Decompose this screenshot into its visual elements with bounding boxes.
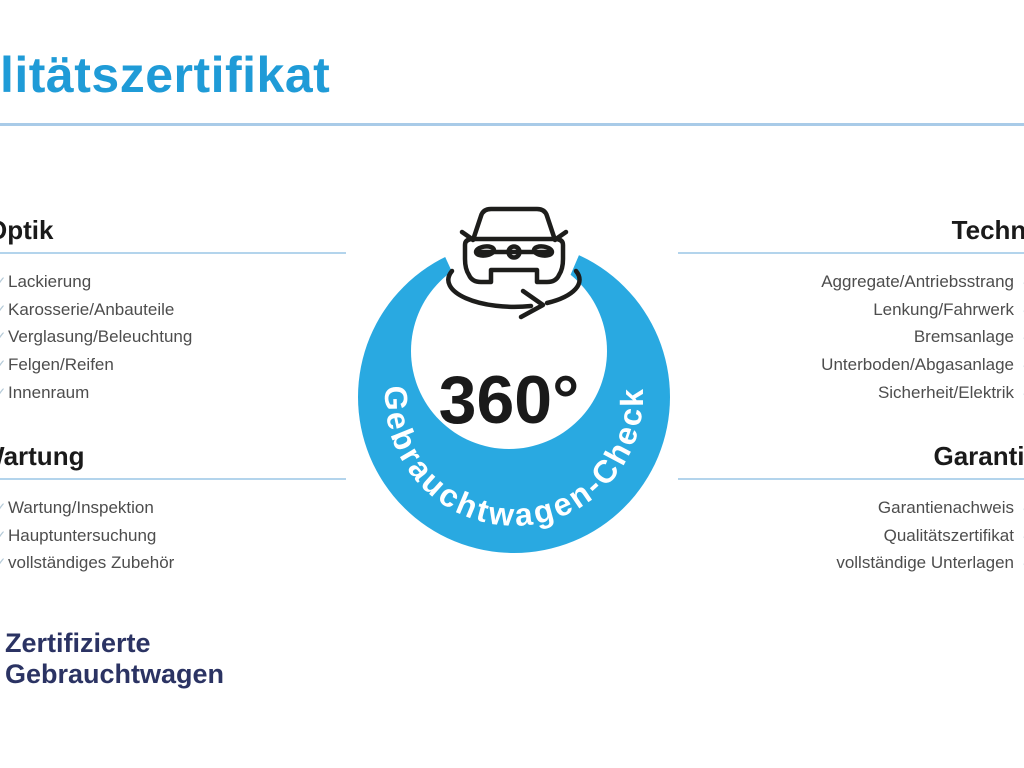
checklist-item-label: Lenkung/Fahrwerk	[873, 299, 1014, 319]
check-icon: ✓	[0, 384, 7, 402]
checklist-item-label: Garantienachweis	[877, 498, 1014, 517]
checklist-item-label: vollständige Unterlagen	[836, 553, 1014, 573]
check-icon: ✓	[1021, 352, 1024, 380]
check-icon: ✓	[0, 527, 7, 545]
brand-claim-line2: Gebrauchtwagen	[5, 659, 225, 689]
checklist-garantie: ✓ Garantienachweis ✓ Qualitätszertifikat ✓ vo…	[678, 494, 1024, 577]
checklist-item: ✓ vollständige Unterlagen	[686, 549, 1024, 577]
checklist-item-label: Bremsanlage	[913, 327, 1014, 347]
brand-claim-line1: Zertifizierte	[5, 628, 151, 658]
checklist-item-label: Hauptuntersuchung	[8, 525, 157, 545]
checklist-technik: ✓ Aggregate/Antriebsstrang ✓ Lenkung/Fahrwe…	[678, 268, 1024, 407]
checklist-item-label: Karosserie/Anbauteile	[8, 299, 175, 319]
checklist-item: ✓ Karosserie/Anbauteile	[0, 296, 336, 324]
check-icon: ✓	[1021, 324, 1024, 352]
checklist-item-label: Unterboden/Abgasanlage	[821, 355, 1014, 375]
checklist-wartung: ✓ Wartung/Inspektion ✓ Hauptuntersuchung ✓ vo…	[0, 494, 346, 577]
checklist-item-label: Qualitätszertifikat	[883, 525, 1014, 545]
checklist-item-label: Aggregate/Antriebsstrang	[821, 272, 1014, 291]
checklist-item: ✓ Qualitätszertifikat	[686, 522, 1024, 550]
check-icon: ✓	[0, 301, 7, 319]
page-title: litätszertifikat	[0, 47, 331, 103]
rotation-arrow-icon	[446, 268, 582, 320]
checklist-item: ✓ Aggregate/Antriebsstrang	[686, 268, 1024, 296]
check-icon: ✓	[1021, 297, 1024, 325]
checklist-item: ✓ Lenkung/Fahrwerk	[686, 296, 1024, 324]
checklist-item: ✓ Bremsanlage	[686, 323, 1024, 351]
car-front-icon	[459, 206, 569, 285]
section-divider	[678, 252, 1024, 254]
section-divider	[0, 478, 346, 480]
checklist-item-label: Verglasung/Beleuchtung	[8, 327, 193, 347]
check-icon: ✓	[0, 329, 7, 347]
checklist-item-label: Wartung/Inspektion	[8, 498, 154, 517]
checklist-item-label: Felgen/Reifen	[8, 355, 114, 375]
section-heading-technik: Technik	[951, 215, 1024, 245]
check-icon: ✓	[1021, 380, 1024, 408]
checklist-item: ✓ Hauptuntersuchung	[0, 522, 336, 550]
checklist-item: ✓ Lackierung	[0, 268, 336, 296]
check-icon: ✓	[1021, 550, 1024, 578]
checklist-item-label: Lackierung	[8, 272, 92, 291]
check-icon: ✓	[0, 500, 7, 517]
checklist-item: ✓ Sicherheit/Elektrik	[686, 379, 1024, 407]
checklist-item-label: vollständiges Zubehör	[8, 553, 175, 573]
check-icon: ✓	[0, 357, 7, 375]
checklist-item: ✓ vollständiges Zubehör	[0, 549, 336, 577]
checklist-item: ✓ Verglasung/Beleuchtung	[0, 323, 336, 351]
check-icon: ✓	[1021, 523, 1024, 551]
section-heading-garantie: Garantie	[933, 441, 1024, 471]
check-icon: ✓	[0, 555, 7, 573]
degrees-label: 360°	[439, 362, 580, 438]
brand-claim: Zertifizierte Gebrauchtwagen	[5, 628, 224, 690]
section-divider	[678, 478, 1024, 480]
section-heading-optik: Optik	[0, 215, 54, 245]
title-divider	[0, 123, 1024, 126]
checklist-item-label: Innenraum	[8, 382, 90, 402]
checklist-item-label: Sicherheit/Elektrik	[877, 382, 1014, 402]
check-icon: ✓	[0, 274, 7, 291]
check-icon: ✓	[1021, 269, 1024, 297]
section-divider	[0, 252, 346, 254]
checklist-item: ✓ Innenraum	[0, 379, 336, 407]
check-icon: ✓	[1021, 495, 1024, 523]
checklist-optik: ✓ Lackierung ✓ Karosserie/Anbauteile ✓ Vergla…	[0, 268, 346, 407]
section-heading-wartung: Wartung	[0, 441, 85, 471]
checklist-item: ✓ Garantienachweis	[686, 494, 1024, 522]
checklist-item: ✓ Felgen/Reifen	[0, 351, 336, 379]
checklist-item: ✓ Unterboden/Abgasanlage	[686, 351, 1024, 379]
checklist-item: ✓ Wartung/Inspektion	[0, 494, 336, 522]
360-badge: 360° Gebrauchtwagen-Check	[358, 206, 670, 553]
